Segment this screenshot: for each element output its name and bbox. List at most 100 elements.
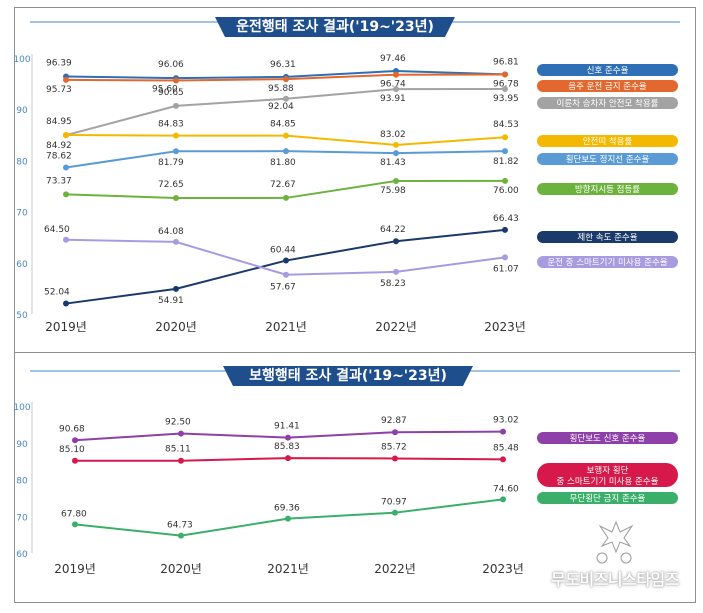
data-label: 84.95 — [46, 117, 72, 127]
series-5: 78.62 81.79 81.80 81.43 81.82 횡단보도 정지선 준수율 — [46, 148, 678, 171]
data-label: 64.22 — [380, 225, 406, 235]
data-point — [502, 148, 508, 155]
data-point — [502, 177, 508, 184]
data-label: 64.73 — [167, 521, 193, 531]
data-point — [63, 132, 69, 139]
data-label: 67.80 — [61, 509, 87, 519]
legend-label: 방향지시등 점등률 — [575, 184, 640, 195]
data-label: 81.43 — [380, 158, 406, 168]
data-point — [500, 456, 506, 463]
data-label: 60.44 — [270, 246, 296, 256]
data-point — [500, 428, 506, 435]
data-point — [72, 457, 78, 464]
data-point — [178, 532, 184, 539]
data-label: 91.41 — [274, 422, 300, 432]
data-point — [178, 430, 184, 437]
data-point — [63, 164, 69, 171]
series-3: 67.80 64.73 69.36 70.97 74.60 무단횡단 금지 준수율 — [61, 484, 678, 539]
series-7: 52.04 54.91 60.44 64.22 66.43 제한 속도 준수율 — [44, 214, 678, 307]
legend-swatch — [537, 80, 678, 92]
data-label: 57.67 — [270, 283, 296, 293]
x-tick-label: 2022년 — [375, 320, 417, 334]
legend-swatch — [537, 135, 678, 147]
data-point — [173, 148, 179, 155]
data-point — [393, 141, 399, 148]
x-tick-label: 2019년 — [54, 562, 96, 576]
legend-swatch — [537, 492, 678, 504]
y-tick-label: 70 — [16, 513, 28, 523]
data-point — [393, 177, 399, 184]
data-label: 75.98 — [380, 186, 406, 196]
data-label: 61.07 — [493, 264, 519, 274]
data-point — [63, 236, 69, 243]
data-point — [285, 455, 291, 462]
data-label: 66.43 — [493, 214, 519, 224]
data-label: 73.37 — [46, 176, 72, 186]
x-tick-label: 2021년 — [265, 320, 307, 334]
data-label: 85.83 — [274, 442, 300, 452]
legend-label: 횡단보도 정지선 준수율 — [566, 154, 650, 165]
data-point — [72, 437, 78, 444]
series-6: 73.37 72.65 72.67 75.98 76.00 방향지시등 점등률 — [46, 176, 678, 202]
data-label: 93.95 — [493, 94, 519, 104]
data-point — [283, 271, 289, 278]
data-label: 69.36 — [274, 504, 300, 514]
chart-title: 보행행태 조사 결과('19~'23년) — [249, 367, 447, 384]
legend-label: 횡단보도 신호 준수율 — [570, 433, 646, 444]
data-label: 74.60 — [493, 484, 519, 494]
chart-panel-1: 운전행태 조사 결과('19~'23년) 100 90 80 70 60 50 2019년 20… — [13, 17, 680, 334]
data-point — [502, 85, 508, 92]
chart-title: 운전행태 조사 결과('19~'23년) — [236, 18, 434, 35]
data-label: 84.85 — [270, 120, 296, 130]
data-label: 85.10 — [59, 445, 85, 455]
data-point — [173, 195, 179, 202]
legend-swatch — [537, 153, 678, 165]
data-point — [393, 268, 399, 275]
series-8: 64.50 64.08 57.67 58.23 61.07 운전 중 스마트기기 미사용 … — [44, 225, 678, 293]
data-label: 95.60 — [152, 85, 178, 95]
legend-swatch — [537, 231, 678, 243]
data-label: 81.82 — [493, 157, 519, 167]
data-label: 90.68 — [59, 424, 85, 434]
series-4: 84.95 84.83 84.85 83.02 84.53 안전띠 착용률 — [46, 117, 678, 148]
data-point — [173, 285, 179, 292]
series-2: 85.10 85.11 85.83 85.72 85.48 보행자 횡단중 스마트기기 미… — [59, 442, 678, 487]
data-label: 84.83 — [158, 120, 184, 130]
data-point — [283, 257, 289, 264]
data-label: 84.92 — [46, 141, 72, 151]
legend-label: 보행자 횡단 — [587, 465, 629, 476]
data-label: 92.87 — [381, 416, 407, 426]
legend-label: 중 스마트기기 미사용 준수율 — [557, 477, 659, 487]
data-label: 96.81 — [493, 57, 519, 67]
data-label: 85.11 — [165, 445, 191, 455]
data-point — [502, 226, 508, 233]
y-tick-label: 90 — [16, 106, 28, 116]
data-point — [283, 132, 289, 139]
series-2: 95.73 95.60 95.88 96.74 96.78 음주 운전 금지 준수율 — [46, 71, 678, 95]
data-point — [173, 77, 179, 84]
x-tick-label: 2023년 — [482, 562, 524, 576]
legend-label: 안전띠 착용률 — [583, 136, 633, 147]
y-tick-label: 60 — [16, 260, 28, 270]
title-banner — [215, 17, 455, 37]
data-label: 72.67 — [270, 180, 296, 190]
legend-swatch — [537, 463, 678, 487]
data-label: 54.91 — [158, 296, 184, 306]
data-point — [173, 132, 179, 139]
legend-swatch — [537, 432, 678, 444]
data-label: 70.97 — [381, 498, 407, 508]
data-label: 96.31 — [270, 60, 296, 70]
series-1: 96.39 96.06 96.31 97.46 96.81 신호 준수율 — [46, 54, 678, 82]
data-point — [63, 76, 69, 83]
data-label: 95.73 — [46, 85, 72, 95]
y-tick-label: 80 — [16, 477, 28, 487]
legend-label: 운전 중 스마트기기 미사용 준수율 — [547, 257, 667, 268]
y-tick-label: 80 — [16, 157, 28, 167]
data-point — [502, 71, 508, 78]
data-label: 96.78 — [493, 79, 519, 89]
data-label: 76.00 — [493, 186, 519, 196]
data-point — [178, 457, 184, 464]
data-label: 90.65 — [158, 88, 184, 98]
legend-swatch — [537, 256, 678, 268]
data-point — [393, 238, 399, 245]
